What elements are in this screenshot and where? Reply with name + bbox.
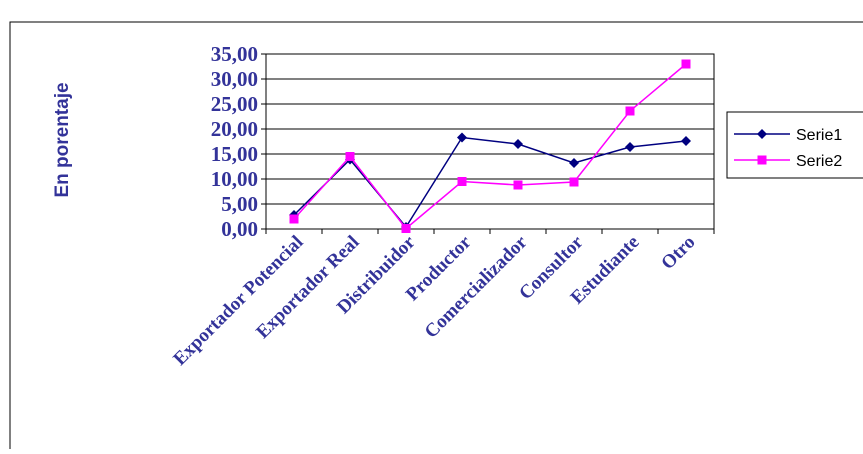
data-point — [513, 180, 523, 190]
series-line-serie2 — [293, 63, 687, 230]
data-point — [681, 59, 691, 69]
legend: Serie1 Serie2 — [726, 111, 863, 179]
y-tick-label: 25,00 — [211, 92, 258, 116]
y-tick-label: 15,00 — [211, 142, 258, 166]
y-tick-label: 0,00 — [221, 217, 258, 241]
data-point — [569, 158, 579, 168]
y-tick-label: 30,00 — [211, 67, 258, 91]
data-point — [401, 224, 411, 233]
y-tick-label: 35,00 — [211, 42, 258, 66]
data-point — [625, 142, 635, 152]
legend-box — [726, 111, 863, 179]
x-tick-label: Otro — [657, 232, 699, 274]
y-axis-label: En porentaje — [52, 82, 73, 197]
series-group — [289, 59, 691, 233]
x-tick-label: Comercializador — [421, 231, 532, 342]
series-line-serie1 — [293, 136, 687, 229]
y-tick-label: 20,00 — [211, 117, 258, 141]
y-tick-label: 10,00 — [211, 167, 258, 191]
data-point — [457, 177, 467, 186]
data-point — [681, 136, 691, 146]
data-point — [345, 152, 355, 161]
data-point — [513, 139, 523, 149]
x-tick-label: Exportador Real — [252, 232, 363, 343]
legend-marker — [757, 155, 767, 165]
y-tick-label: 5,00 — [221, 192, 258, 216]
legend-label: Serie1 — [796, 127, 842, 144]
legend-marker — [757, 129, 767, 139]
legend-label: Serie2 — [796, 153, 842, 170]
data-point — [457, 132, 467, 143]
chart-border — [9, 21, 863, 454]
data-point — [625, 106, 635, 116]
gridlines — [266, 53, 714, 230]
data-point — [569, 177, 579, 187]
data-point — [289, 214, 299, 224]
